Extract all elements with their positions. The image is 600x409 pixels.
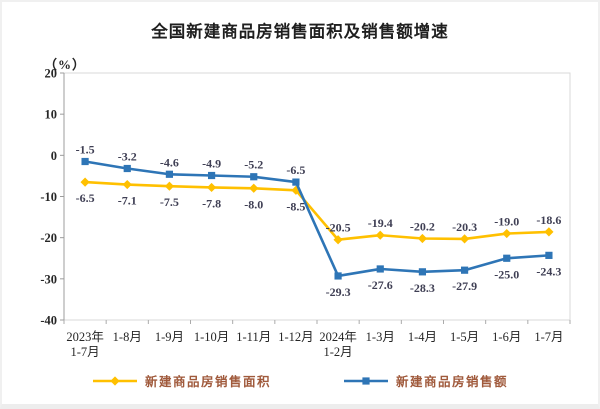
square-marker	[207, 171, 216, 180]
data-point-label: -19.0	[494, 215, 519, 229]
data-point-label: -8.0	[244, 197, 263, 211]
data-point-label: -28.3	[410, 281, 435, 295]
plot-frame	[64, 72, 571, 320]
legend-item-sales-amount: 新建商品房销售额	[343, 371, 508, 390]
data-point-label: -4.9	[202, 157, 221, 171]
x-axis-tick-line: 1-7月	[534, 330, 563, 344]
data-point-label: -20.2	[410, 219, 435, 233]
chart-legend: 新建商品房销售面积 新建商品房销售额	[2, 371, 598, 390]
x-axis-tick-line: 1-2月	[323, 345, 352, 359]
x-axis-tick-label: 2023年 1-7月	[66, 330, 104, 359]
y-axis-tick-label: 0	[51, 149, 57, 163]
data-point-label: -24.3	[536, 264, 561, 278]
legend-label-sales-amount: 新建商品房销售额	[396, 375, 509, 389]
diamond-marker	[544, 227, 554, 237]
diamond-marker	[417, 233, 428, 244]
x-axis-tick-label: 2024年 1-2月	[319, 330, 357, 359]
x-axis-tick-line: 2023年	[66, 330, 104, 344]
legend-item-sales-area: 新建商品房销售面积	[92, 371, 271, 390]
x-axis-tick-label: 1-4月	[408, 330, 437, 344]
y-axis-tick-label: -20	[40, 231, 57, 245]
x-axis-tick-line: 1-5月	[450, 330, 479, 344]
data-point-label: -4.6	[160, 155, 179, 169]
square-marker	[503, 254, 511, 262]
x-axis-tick-label: 1-12月	[278, 330, 313, 344]
data-point-label: -8.5	[286, 199, 305, 213]
diamond-marker	[80, 177, 90, 187]
data-point-label: -20.3	[452, 220, 477, 234]
data-point-label: -3.2	[118, 150, 137, 164]
data-point-label: -7.5	[160, 195, 179, 209]
y-axis-tick-label: -10	[40, 190, 57, 204]
data-point-label: -6.5	[76, 191, 95, 205]
diamond-marker	[122, 179, 132, 190]
y-axis-tick-label: 20	[45, 67, 58, 81]
x-axis-tick-line: 1-3月	[366, 330, 395, 344]
legend-square-marker	[362, 376, 370, 385]
x-axis-tick-line: 1-4月	[408, 330, 437, 344]
y-axis-tick-label: -40	[40, 314, 57, 328]
y-axis-tick-label: -30	[40, 272, 57, 286]
data-point-label: -19.4	[368, 216, 393, 230]
data-point-label: -5.2	[244, 158, 263, 172]
chart-title: 全国新建商品房销售面积及销售额增速	[151, 23, 449, 41]
x-axis-tick-label: 1-6月	[492, 330, 521, 344]
data-point-label: -7.8	[202, 196, 221, 210]
square-marker	[292, 178, 300, 186]
legend-diamond-marker	[110, 375, 120, 386]
x-axis-tick-line: 1-7月	[70, 345, 99, 359]
data-point-label: -29.3	[326, 285, 351, 299]
x-axis-tick-line: 2024年	[319, 330, 357, 344]
data-point-label: -20.5	[326, 221, 351, 235]
diamond-marker	[375, 230, 385, 240]
diamond-marker	[502, 228, 512, 239]
diamond-marker	[164, 181, 175, 191]
square-marker	[81, 157, 89, 166]
data-point-label: -7.1	[118, 194, 137, 208]
y-axis-tick-label: 10	[45, 108, 58, 122]
series-line-0	[83, 180, 551, 242]
legend-label-sales-area: 新建商品房销售面积	[144, 375, 271, 389]
x-axis-tick-label: 1-9月	[155, 330, 184, 344]
x-axis-tick-label: 1-11月	[236, 330, 271, 344]
diamond-marker	[291, 185, 301, 195]
x-axis-tick-line: 1-10月	[194, 330, 229, 344]
x-axis-tick-line: 1-11月	[236, 330, 271, 344]
x-axis-tick-line: 1-8月	[113, 330, 142, 344]
x-axis-tick-label: 1-5月	[450, 330, 479, 344]
data-point-label: -27.9	[452, 279, 477, 293]
x-axis-tick-label: 1-10月	[194, 330, 229, 344]
diamond-marker	[249, 183, 259, 193]
data-point-label: -1.5	[76, 143, 95, 157]
square-marker	[376, 265, 384, 273]
x-axis-tick-label: 1-7月	[534, 330, 563, 344]
diamond-marker	[459, 234, 470, 244]
square-marker	[545, 251, 553, 259]
x-axis-tick-line: 1-9月	[155, 330, 184, 344]
x-axis-tick-label: 1-3月	[366, 330, 395, 344]
square-marker	[250, 173, 258, 181]
series-line-1	[83, 160, 551, 278]
data-point-label: -25.0	[494, 267, 519, 281]
square-marker	[460, 266, 469, 274]
data-point-label: -27.6	[368, 278, 393, 292]
y-axis-unit-label: （%）	[44, 57, 87, 72]
square-marker	[334, 272, 342, 280]
square-marker	[123, 164, 131, 173]
x-axis-tick-line: 1-6月	[492, 330, 521, 344]
x-axis-tick-line: 1-12月	[278, 330, 313, 344]
square-marker	[418, 268, 427, 276]
sales-area-line-icon	[92, 375, 137, 386]
square-marker	[165, 170, 174, 178]
diamond-marker	[333, 235, 343, 245]
data-point-label: -18.6	[536, 213, 561, 227]
x-axis-tick-label: 1-8月	[113, 330, 142, 344]
sales-amount-line-icon	[344, 376, 388, 385]
data-point-label: -6.5	[286, 163, 305, 177]
diamond-marker	[206, 182, 217, 193]
